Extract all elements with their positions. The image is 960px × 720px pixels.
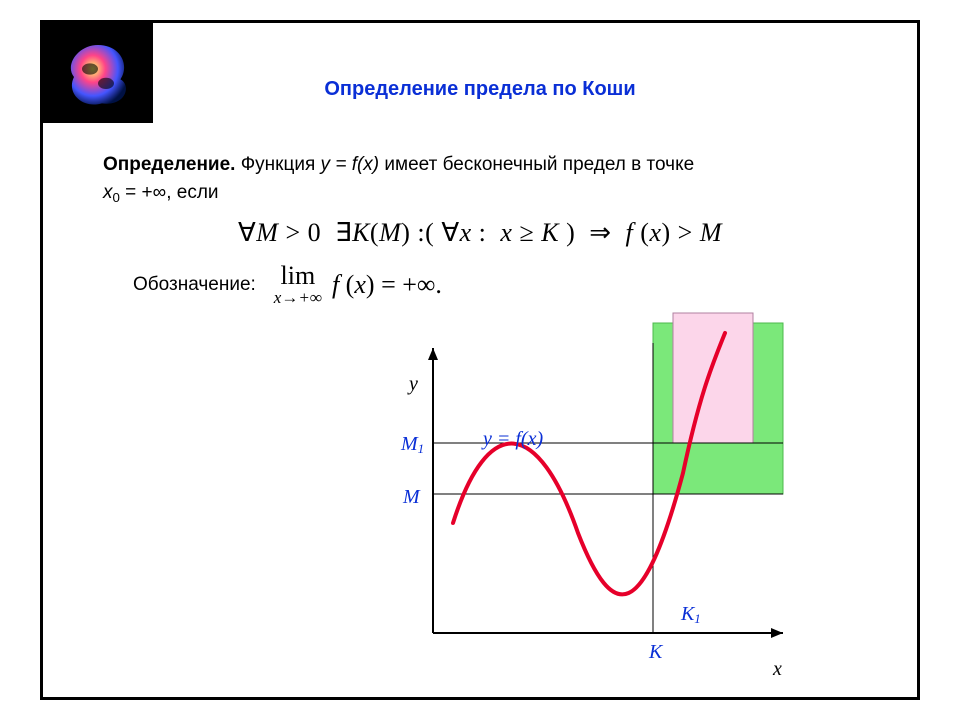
definition-x0-rest: = +∞, если — [120, 182, 219, 203]
definition-func: y = f(x) — [321, 154, 380, 175]
label-m1: M1 — [401, 433, 424, 456]
definition-lead: Определение. — [103, 154, 235, 175]
definition-part1: Функция — [235, 154, 320, 175]
lim-rhs: f (x) = +∞. — [332, 270, 442, 300]
label-m: M — [403, 486, 420, 509]
slide-title: Определение предела по Коши — [43, 78, 917, 101]
definition-x0-x: x — [103, 182, 113, 203]
lim-subscript: x→+∞ — [274, 289, 322, 306]
limit-expression: lim x→+∞ f (x) = +∞. — [274, 263, 442, 306]
axis-label-y: y — [409, 373, 418, 396]
definition-part2: имеет бесконечный предел в точке — [379, 154, 694, 175]
axis-label-x: x — [773, 658, 782, 681]
label-k: К — [649, 641, 662, 664]
logo-icon — [58, 33, 138, 113]
definition-text: Определение. Функция y = f(x) имеет беск… — [103, 151, 877, 206]
limit-chart: y M1 M y = f(x) К1 К x — [353, 323, 833, 683]
definition-x0-sub: 0 — [113, 190, 120, 205]
notation-label: Обозначение: — [133, 274, 256, 296]
lim-token: lim — [281, 263, 316, 289]
main-formula: ∀M > 0 ∃K(M) :( ∀x : x ≥ K ) ⇒ f (x) > M — [43, 218, 917, 248]
logo-box — [43, 23, 153, 123]
slide-frame: Определение предела по Коши Определение.… — [40, 20, 920, 700]
label-function: y = f(x) — [483, 428, 543, 451]
label-k1: К1 — [681, 603, 701, 626]
chart-svg — [353, 323, 833, 683]
notation-row: Обозначение: lim x→+∞ f (x) = +∞. — [133, 263, 442, 306]
